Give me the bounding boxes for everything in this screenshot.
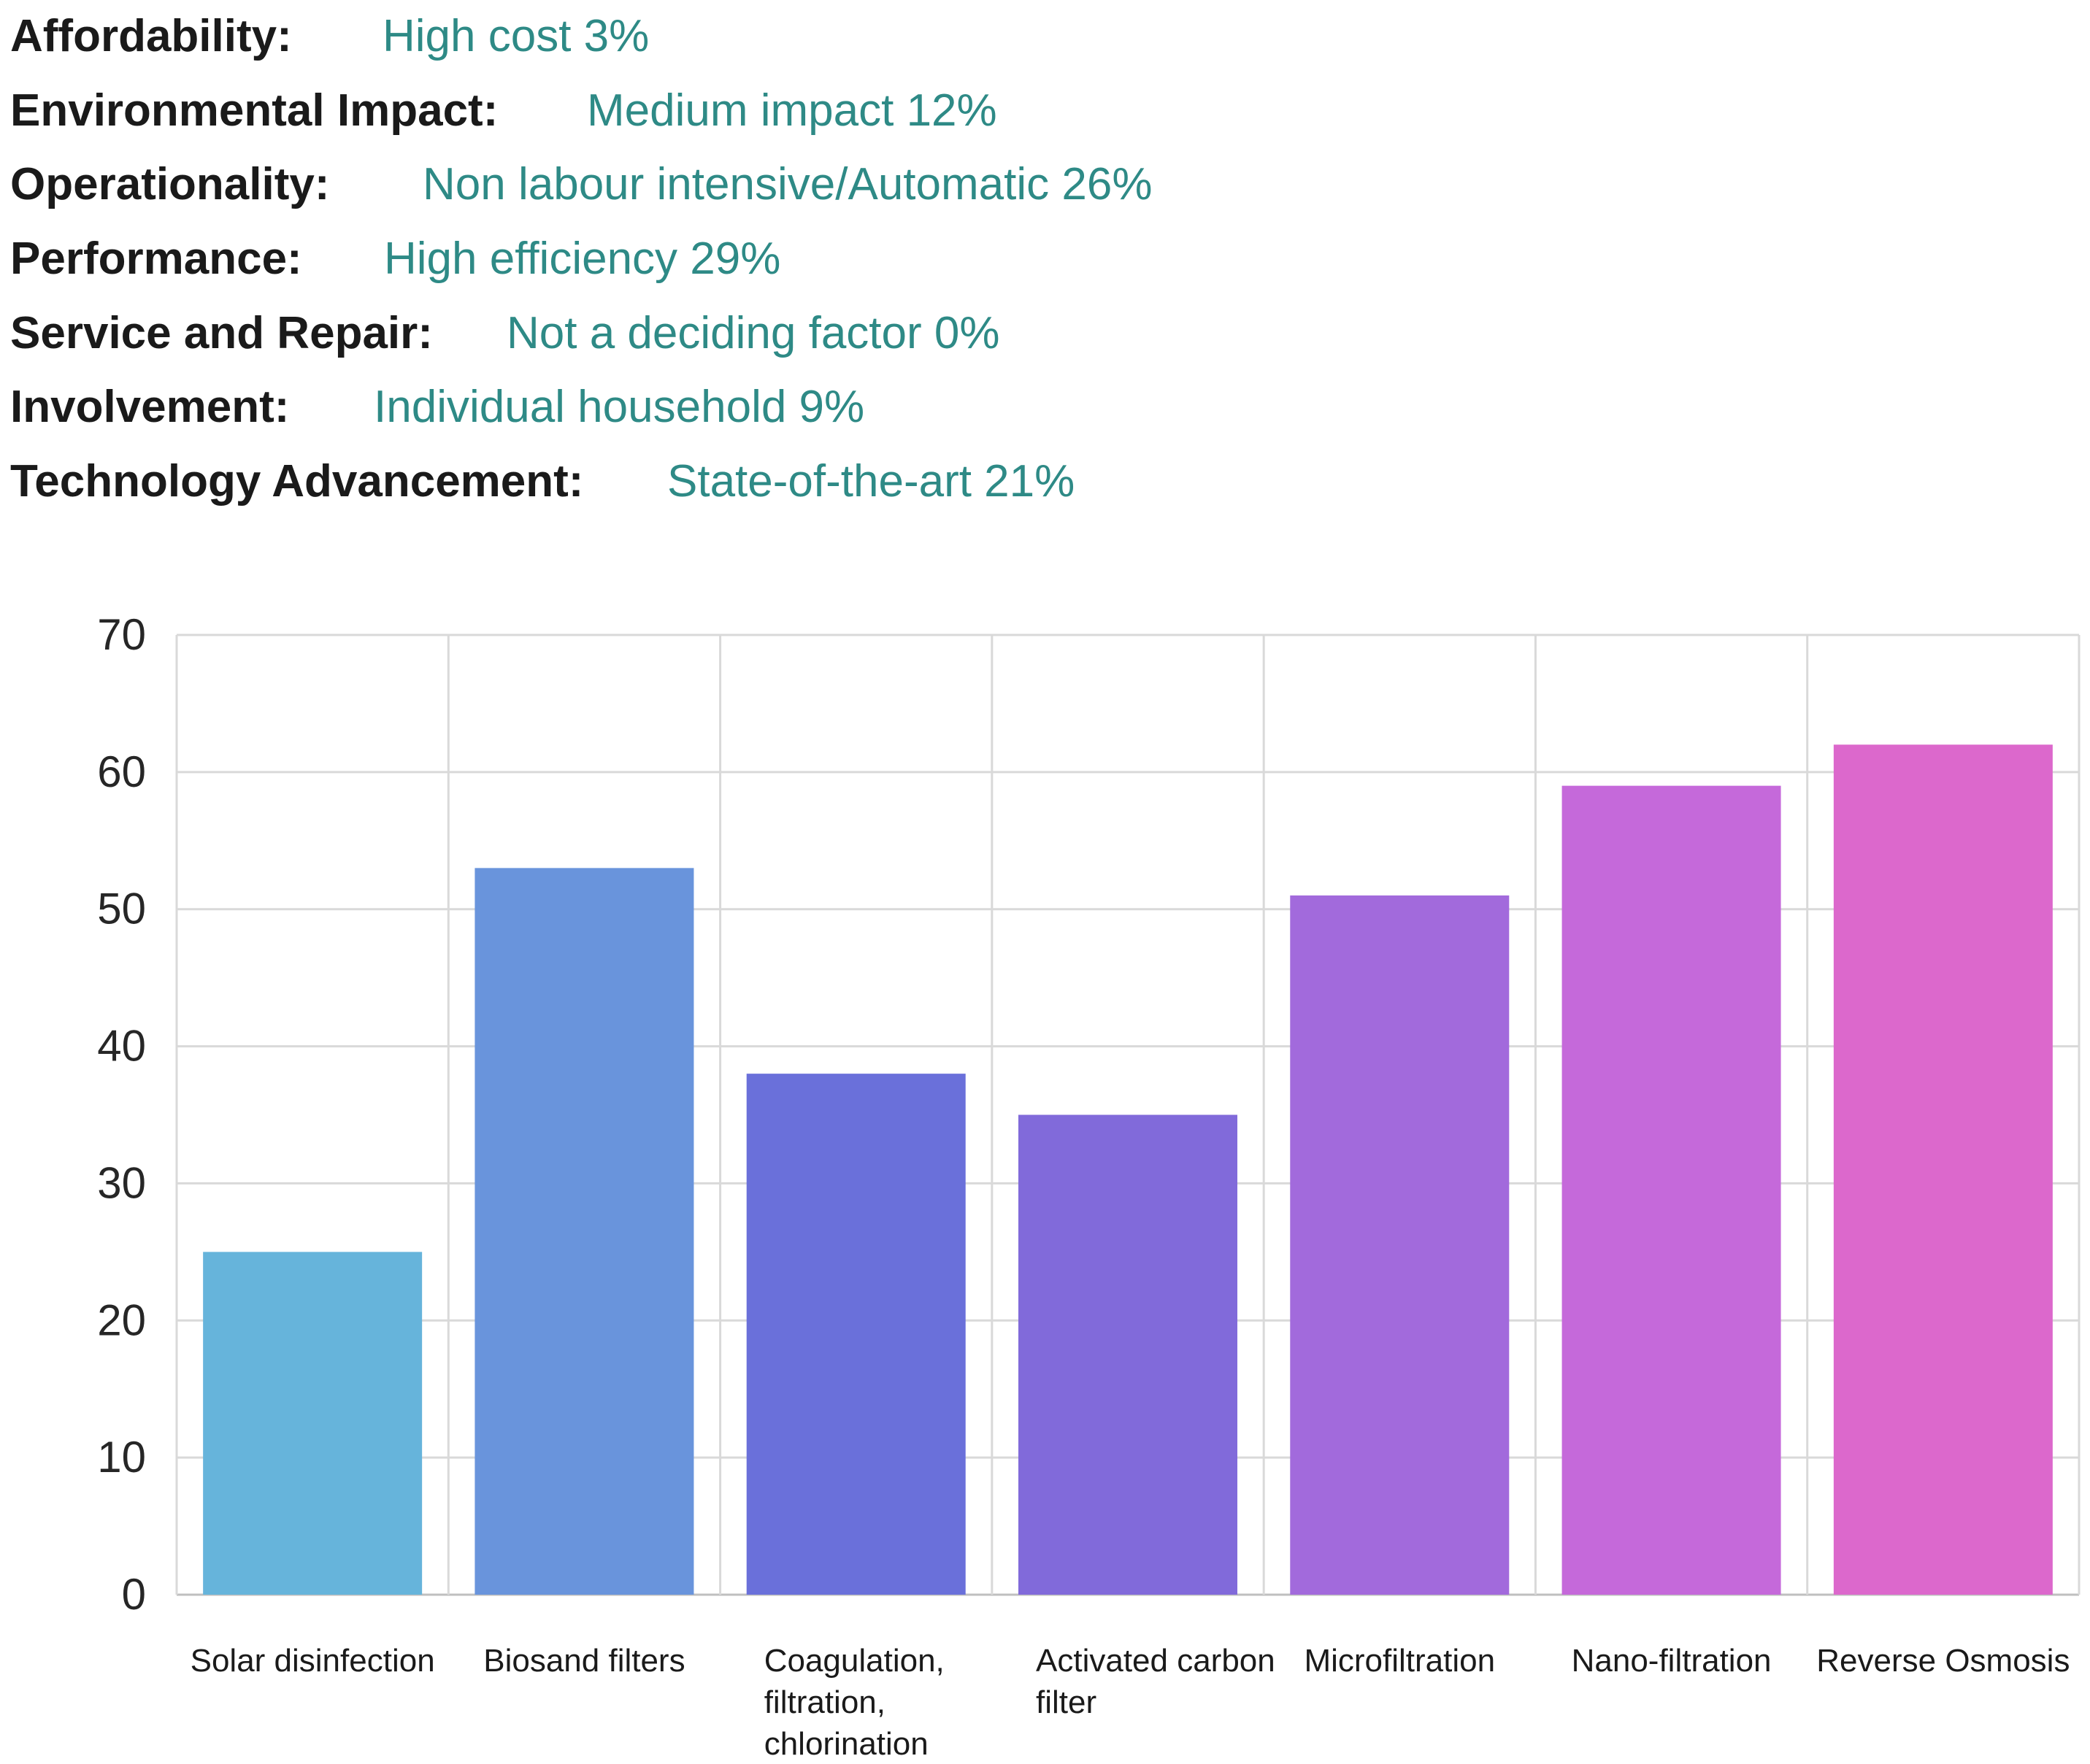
criterion-value: Non labour intensive/Automatic 26% bbox=[423, 159, 1153, 209]
criterion-value: Individual household 9% bbox=[374, 382, 865, 432]
x-category-label: Solar disinfection bbox=[191, 1643, 435, 1679]
criterion-label: Involvement: bbox=[10, 382, 290, 432]
criterion-value: State-of-the-art 21% bbox=[667, 456, 1075, 507]
y-tick-label: 20 bbox=[97, 1295, 146, 1344]
y-tick-label: 40 bbox=[97, 1022, 146, 1071]
x-category-label: Activated carbon filter bbox=[1036, 1643, 1275, 1720]
y-tick-label: 10 bbox=[97, 1433, 146, 1482]
y-tick-label: 30 bbox=[97, 1158, 146, 1207]
x-category-label: Coagulation, filtration, chlorination bbox=[764, 1643, 945, 1762]
x-category-label: Biosand filters bbox=[483, 1643, 685, 1679]
bar-reverse-osmosis bbox=[1833, 744, 2053, 1595]
criterion-label: Operationality: bbox=[10, 159, 330, 209]
criterion-value: High efficiency 29% bbox=[384, 234, 781, 284]
x-category-label: Nano-filtration bbox=[1572, 1643, 1772, 1679]
y-tick-label: 0 bbox=[122, 1570, 146, 1619]
bar-nano-filtration bbox=[1561, 785, 1781, 1595]
y-tick-label: 50 bbox=[97, 885, 146, 933]
bar-microfiltration bbox=[1290, 895, 1510, 1595]
y-tick-label: 60 bbox=[97, 747, 146, 796]
bar-biosand-filters bbox=[475, 868, 694, 1595]
x-category-label: Microfiltration bbox=[1304, 1643, 1495, 1679]
x-axis-labels: Solar disinfection Biosand filters Coagula… bbox=[191, 1643, 2070, 1762]
criterion-label: Environmental Impact: bbox=[10, 85, 499, 136]
bar-solar-disinfection bbox=[203, 1252, 423, 1595]
criterion-label: Technology Advancement: bbox=[10, 456, 584, 507]
y-tick-label: 70 bbox=[97, 610, 146, 659]
criterion-label: Performance: bbox=[10, 234, 302, 284]
criterion-value: Medium impact 12% bbox=[587, 85, 997, 136]
criterion-label: Affordability: bbox=[10, 11, 292, 61]
y-axis-ticks: 0 10 20 30 40 50 60 70 bbox=[97, 610, 146, 1619]
bar-activated-carbon-filter bbox=[1018, 1114, 1237, 1595]
bars bbox=[203, 744, 2053, 1595]
criterion-label: Service and Repair: bbox=[10, 308, 433, 358]
criterion-value: High cost 3% bbox=[383, 11, 650, 61]
x-category-label: Reverse Osmosis bbox=[1816, 1643, 2070, 1679]
bar-coagulation-filtration-chlorination bbox=[746, 1074, 966, 1595]
criterion-value: Not a deciding factor 0% bbox=[507, 308, 1000, 358]
